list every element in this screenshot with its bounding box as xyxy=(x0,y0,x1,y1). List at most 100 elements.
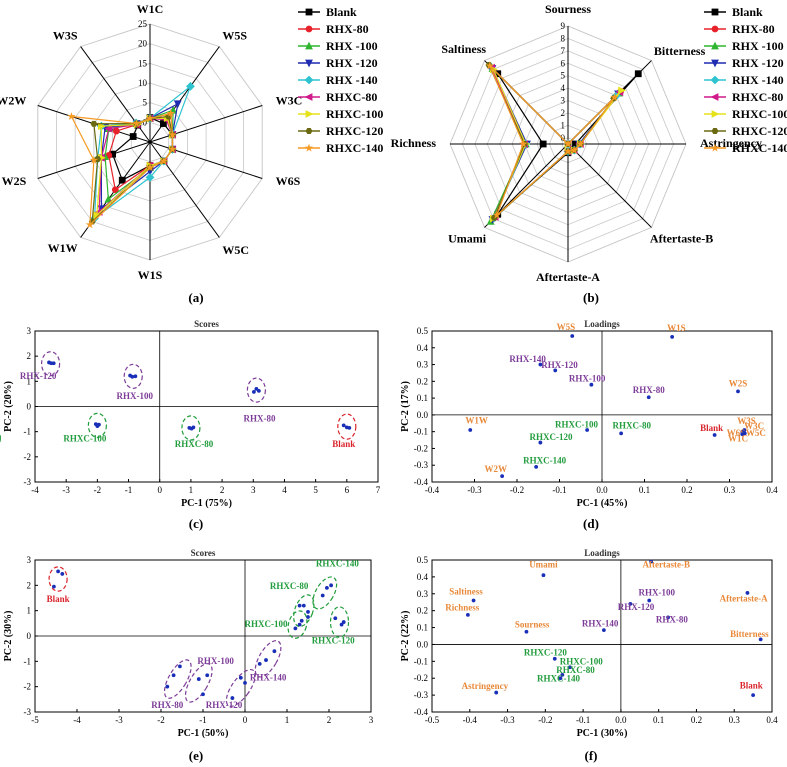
radial-tick-label: 4 xyxy=(561,83,566,93)
loading-label-blank: Blank xyxy=(740,680,763,690)
score-point-rhxc-80 xyxy=(306,610,310,614)
score-point-rhx-120 xyxy=(51,361,56,366)
legend-marker-rhxc-80 xyxy=(304,93,313,101)
series-point-rhxc-140 xyxy=(563,147,573,156)
x-tick-label: -3 xyxy=(115,715,123,725)
loading-point-saltiness xyxy=(471,598,476,603)
x-tick-label: -0.2 xyxy=(510,485,524,495)
panel-label-f: (f) xyxy=(585,748,598,763)
score-point-rhxc-140 xyxy=(320,593,325,598)
y-tick-label: 1 xyxy=(27,606,32,616)
legend: Blank RHX-80 RHX -100 RHX -120 RHX -140 RHXC-… xyxy=(704,5,787,155)
x-tick-label: -0.2 xyxy=(538,715,552,725)
y-tick-label: 3 xyxy=(27,555,32,565)
group-ellipse-rhx-100 xyxy=(123,363,143,389)
y-tick-label: -2 xyxy=(24,682,32,692)
legend-label-rhxc-140: RHXC-140 xyxy=(732,141,787,155)
y-tick-label: 0.2 xyxy=(417,606,428,616)
group-ellipse-rhxc-80 xyxy=(181,415,201,441)
panel-d-loadings-plot: -0.4 -0.3 -0.2 -0.1 0.0 0.1 0.2 0.3 0.4 -0.4 -0.3 -… xyxy=(400,319,778,509)
x-tick-label: 4 xyxy=(282,485,287,495)
series-point-rhxc-100 xyxy=(93,211,102,220)
loading-label-w2s: W2S xyxy=(729,378,748,388)
x-tick-label: -0.3 xyxy=(467,485,482,495)
panel-label-d: (d) xyxy=(583,516,599,531)
score-point-rhxc-100 xyxy=(97,422,101,427)
loading-label-saltiness: Saltiness xyxy=(449,587,483,597)
legend-marker-rhxc-120 xyxy=(711,128,719,134)
x-tick-label: -0.4 xyxy=(463,715,478,725)
axis-spoke-w5c xyxy=(149,141,220,238)
y-tick-label: 0.0 xyxy=(417,639,429,649)
loading-point-richness xyxy=(465,612,470,617)
x-tick-label: -4 xyxy=(73,715,81,725)
group-label-rhxc-100: RHXC-100 xyxy=(245,619,288,629)
x-tick-label: 3 xyxy=(251,485,256,495)
group-label-rhx-80: RHX-80 xyxy=(151,700,183,710)
loading-label-w5s: W5S xyxy=(557,322,576,332)
x-tick-label: 7 xyxy=(376,485,381,495)
group-label-rhx-100: RHX-100 xyxy=(197,656,234,666)
series-point-rhxc-100 xyxy=(618,86,626,95)
group-label-rhxc-80: RHXC-80 xyxy=(175,439,214,449)
axis-label-umami: Umami xyxy=(448,232,487,246)
y-tick-label: 1 xyxy=(27,376,32,386)
x-axis-label: PC-1 (50%) xyxy=(178,728,229,739)
y-tick-label: 0.0 xyxy=(417,410,429,420)
radial-tick-label: 2 xyxy=(561,108,566,118)
group-label-rhx-80: RHX-80 xyxy=(244,414,276,424)
legend-marker-rhx-140 xyxy=(710,75,720,85)
loading-point-w2s xyxy=(736,389,740,394)
legend-marker-rhxc-80 xyxy=(710,93,719,101)
series-point-rhxc-140 xyxy=(145,114,155,122)
y-tick-label: 2 xyxy=(27,580,32,590)
legend-marker-rhxc-140 xyxy=(304,143,314,152)
y-tick-label: 2 xyxy=(27,351,32,361)
x-tick-label: -4 xyxy=(31,485,39,495)
score-point-rhxc-120 xyxy=(341,620,346,624)
legend-marker-rhxc-140 xyxy=(710,143,720,152)
x-tick-label: 0.2 xyxy=(681,485,692,495)
loading-point-umami xyxy=(541,573,546,578)
x-tick-label: 1 xyxy=(189,485,194,495)
series-point-rhx-140 xyxy=(186,81,195,91)
loading-point-blank xyxy=(751,693,756,698)
legend-label-rhx-120: RHX -120 xyxy=(326,56,378,70)
legend-marker-rhx-140 xyxy=(304,75,314,85)
score-point-rhx-120 xyxy=(243,680,247,685)
legend-marker-rhx-100 xyxy=(305,41,313,50)
score-point-rhx-100 xyxy=(201,692,205,697)
radial-tick-label: 0 xyxy=(561,133,566,143)
score-point-rhxc-80 xyxy=(191,425,196,430)
y-tick-label: -0.2 xyxy=(414,443,428,453)
axis-label-richness: Richness xyxy=(391,136,437,150)
legend-label-rhxc-80: RHXC-80 xyxy=(326,90,377,104)
y-tick-label: -0.3 xyxy=(414,460,429,470)
y-tick-label: 0 xyxy=(27,402,32,412)
group-ellipse-rhx-80 xyxy=(246,377,266,403)
series-point-rhxc-140 xyxy=(159,156,169,165)
x-tick-label: -0.1 xyxy=(552,485,566,495)
score-point-rhx-140 xyxy=(257,661,262,666)
score-point-rhxc-100 xyxy=(299,618,304,623)
panel-label-b: (b) xyxy=(583,290,599,305)
loading-point-blank xyxy=(712,433,717,437)
score-point-rhx-140 xyxy=(272,649,277,654)
x-tick-label: 1 xyxy=(285,715,290,725)
series-point-rhx-140 xyxy=(145,173,155,182)
y-tick-label: -0.1 xyxy=(414,656,428,666)
loading-point-w2w xyxy=(500,474,505,479)
legend-label-rhxc-80: RHXC-80 xyxy=(732,90,783,104)
group-label-blank: Blank xyxy=(47,594,70,604)
score-point-rhx-80 xyxy=(178,664,182,669)
radial-tick-label: 5 xyxy=(561,71,566,81)
x-tick-label: 5 xyxy=(313,485,318,495)
series-point-rhxc-140 xyxy=(168,144,177,153)
legend-label-blank: Blank xyxy=(732,5,763,19)
y-tick-label: 0.4 xyxy=(417,343,429,353)
series-point-rhxc-140 xyxy=(492,210,502,219)
x-tick-label: 0.0 xyxy=(596,485,608,495)
x-tick-label: -0.3 xyxy=(500,715,515,725)
radial-tick-label: 25 xyxy=(138,19,148,29)
